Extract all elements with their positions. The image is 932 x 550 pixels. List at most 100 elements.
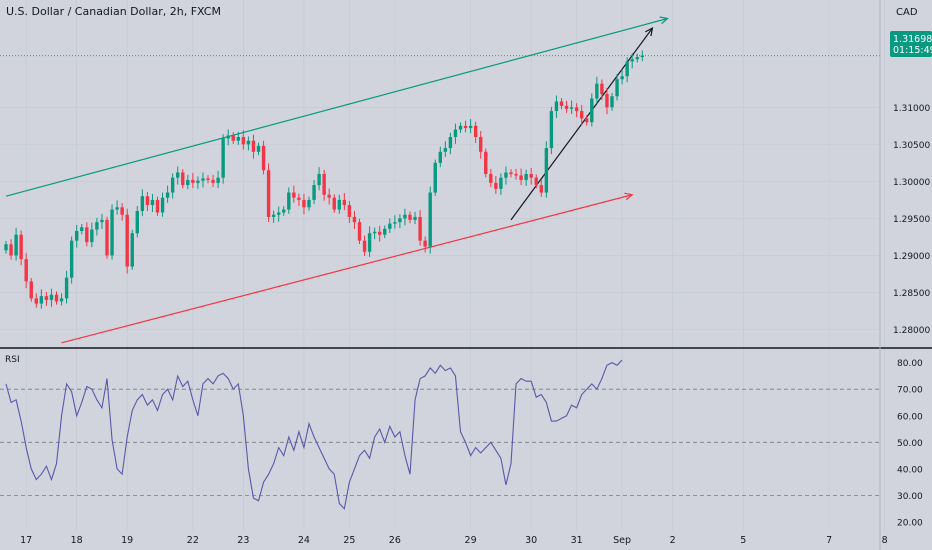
candle-body: [332, 197, 336, 210]
time-tick-label: 23: [237, 535, 249, 546]
candle-body: [34, 298, 38, 304]
candle-body: [398, 218, 402, 223]
candle-body: [625, 61, 629, 77]
time-tick-label: 2: [670, 535, 676, 546]
time-tick-label: 22: [187, 535, 199, 546]
candle-body: [251, 140, 256, 152]
time-tick-label: 29: [465, 535, 477, 546]
time-tick-label: 5: [740, 535, 746, 546]
rsi-tick-label: 20.00: [897, 519, 923, 529]
candle-body: [458, 125, 463, 130]
price-tick-label: 1.28000: [893, 326, 930, 336]
candle-body: [519, 175, 523, 180]
candle-body: [256, 145, 261, 152]
candle-body: [307, 199, 311, 208]
candle-body: [388, 223, 392, 229]
candle-body: [80, 227, 84, 232]
candle-body: [186, 179, 190, 186]
candle-body: [640, 55, 644, 58]
candle-body: [85, 227, 89, 243]
candle-body: [489, 174, 493, 183]
candle-body: [14, 234, 18, 256]
candle-body: [317, 174, 321, 186]
time-tick-label: 30: [525, 535, 537, 546]
lower-channel-line-head: [624, 192, 634, 201]
candle-body: [130, 233, 134, 267]
rsi-axis[interactable]: 80.00 70.00 60.00 50.00 40.00 30.00 20.00: [897, 359, 923, 528]
rsi-line: [5, 359, 623, 510]
time-tick-label: 31: [571, 535, 583, 546]
candle-body: [479, 136, 483, 152]
candle-body: [236, 136, 240, 141]
candle-body: [64, 277, 69, 299]
candle-body: [620, 76, 624, 80]
time-tick-label: 18: [71, 535, 83, 546]
candle-body: [630, 59, 634, 62]
candle-body: [448, 136, 453, 149]
currency-label: CAD: [896, 7, 918, 18]
candle-body: [559, 101, 564, 106]
candle-body: [554, 101, 559, 112]
candle-body: [347, 205, 352, 217]
candle-body: [176, 172, 180, 178]
candle-body: [574, 107, 579, 112]
candle-body: [170, 177, 175, 193]
candle-body: [514, 174, 518, 176]
time-tick-label: 17: [20, 535, 32, 546]
candle-body: [453, 129, 458, 137]
candle-body: [150, 199, 155, 206]
candle-body: [75, 231, 79, 241]
candle-body: [544, 148, 549, 193]
rsi-tick-label: 70.00: [897, 386, 923, 396]
candle-body: [605, 94, 609, 108]
candle-body: [494, 182, 498, 189]
candle-body: [413, 216, 417, 220]
candle-body: [90, 229, 94, 243]
candle-body: [383, 228, 387, 235]
price-tick-label: 1.31000: [893, 104, 930, 114]
candle-body: [95, 222, 99, 230]
candle-body: [564, 105, 569, 109]
candle-body: [125, 214, 129, 267]
candle-body: [69, 240, 74, 278]
lower-channel-line[interactable]: [61, 194, 633, 344]
price-tick-label: 1.29000: [893, 252, 930, 262]
candle-body: [24, 259, 28, 282]
candle-body: [105, 219, 109, 256]
rsi-tick-label: 80.00: [897, 359, 923, 369]
candle-body: [49, 294, 54, 300]
upper-channel-line[interactable]: [5, 17, 668, 197]
time-axis[interactable]: 17 18 19 22 23 24 25 26 29 30 31 Sep 2 5 7 8: [20, 535, 888, 546]
rsi-tick-label: 30.00: [897, 492, 923, 502]
candle-body: [140, 196, 145, 212]
candle-body: [428, 192, 432, 247]
candle-body: [282, 209, 286, 213]
candle-body: [206, 178, 210, 180]
candle-body: [100, 219, 104, 223]
candle-body: [196, 180, 200, 183]
candle-body: [473, 125, 478, 137]
price-axis[interactable]: 1.31000 1.30500 1.30000 1.29500 1.29000 1.285…: [893, 104, 930, 336]
candle-body: [378, 231, 382, 235]
candle-body: [539, 185, 543, 193]
candle-body: [549, 111, 554, 149]
candle-body: [297, 197, 301, 200]
time-tick-label: 25: [343, 535, 355, 546]
time-tick-label: 26: [389, 535, 401, 546]
candle-body: [484, 151, 488, 174]
candle-body: [590, 98, 594, 123]
candle-body: [438, 151, 442, 163]
last-price-label: 1.31698: [893, 34, 932, 45]
candle-body: [433, 162, 437, 193]
candle-body: [569, 107, 574, 109]
candle-body: [201, 178, 205, 181]
candle-body: [468, 125, 473, 129]
candle-body: [191, 179, 195, 183]
candle-body: [231, 135, 235, 141]
candle-body: [443, 148, 448, 152]
candle-body: [337, 199, 341, 210]
candle-body: [423, 240, 427, 247]
candle-body: [246, 140, 251, 145]
candle-body: [59, 298, 64, 302]
